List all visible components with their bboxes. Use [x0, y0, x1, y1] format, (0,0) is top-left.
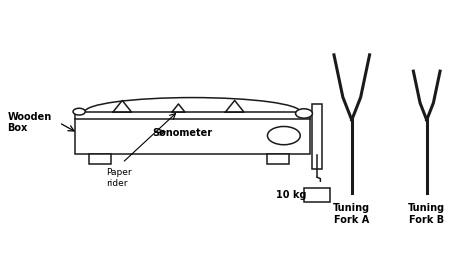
Bar: [312, 104, 322, 169]
Bar: [304, 188, 330, 202]
Text: 10 kg: 10 kg: [276, 190, 307, 200]
Bar: [90, 154, 110, 164]
Text: Wooden
Box: Wooden Box: [8, 112, 52, 133]
Circle shape: [296, 109, 312, 118]
Circle shape: [267, 127, 300, 145]
Text: Paper
rider: Paper rider: [106, 168, 131, 188]
Text: Tuning
Fork A: Tuning Fork A: [333, 203, 370, 225]
Circle shape: [73, 108, 85, 115]
Text: Tuning
Fork B: Tuning Fork B: [408, 203, 445, 225]
Bar: [267, 154, 289, 164]
Bar: [75, 112, 310, 154]
Text: Sonometer: Sonometer: [153, 128, 213, 138]
